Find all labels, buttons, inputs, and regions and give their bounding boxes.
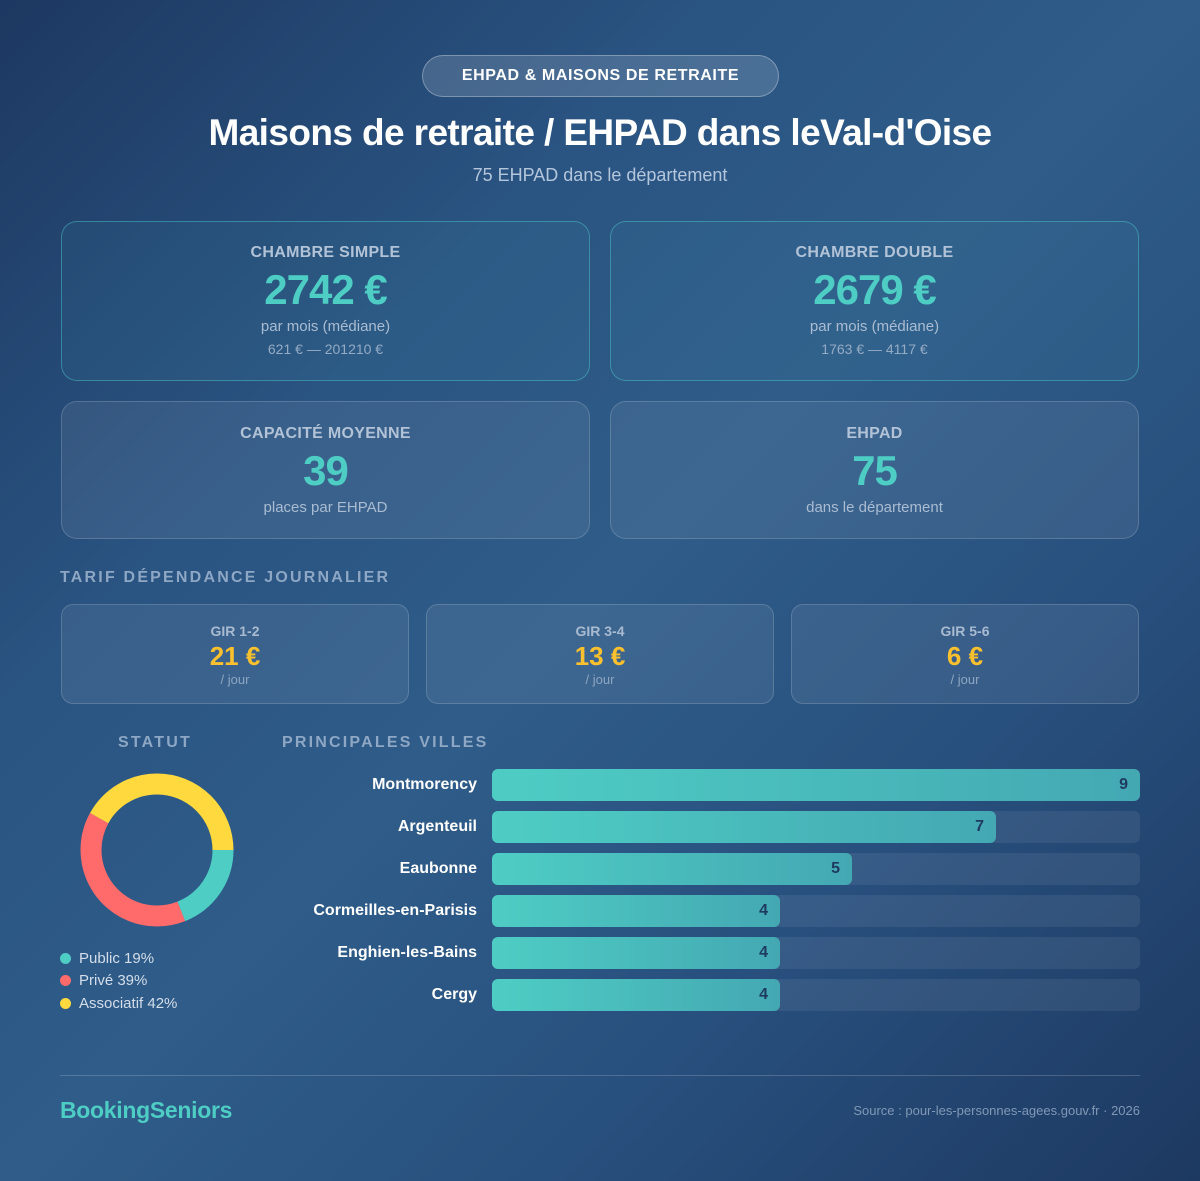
donut-segment-prive [80,773,234,927]
bar-track: 4 [492,979,1140,1011]
section-title-statut: STATUT [118,734,192,751]
bar-track: 4 [492,895,1140,927]
footer-divider [60,1075,1140,1076]
card-capacite-moyenne: CAPACITÉ MOYENNE 39 places par EHPAD [61,401,590,539]
gir-value: 13 € [574,641,626,671]
gir-card-3-4: GIR 3-4 13 € / jour [426,604,774,704]
bar-fill: 4 [492,895,780,927]
gir-card-5-6: GIR 5-6 6 € / jour [791,604,1139,704]
legend-item-prive: Privé 39% [60,970,177,993]
statut-legend: Public 19% Privé 39% Associatif 42% [60,947,177,1015]
bar-track: 4 [492,937,1140,969]
legend-label: Public 19% [79,949,155,967]
card-chambre-double: CHAMBRE DOUBLE 2679 € par mois (médiane)… [610,221,1139,381]
bar-fill: 4 [492,937,780,969]
bar-label: Montmorency [372,776,477,793]
card-range: 621 € — 201210 € [267,341,384,357]
bar-label: Enghien-les-Bains [337,944,477,961]
card-value: 2679 € [813,266,936,313]
bar-value: 5 [831,860,840,877]
bar-label: Cormeilles-en-Parisis [313,902,477,919]
bar-row: Enghien-les-Bains 4 [282,937,1140,969]
gir-value: 21 € [209,641,261,671]
gir-unit: / jour [585,672,615,687]
legend-item-public: Public 19% [60,947,177,970]
donut-svg [80,773,234,927]
statut-donut-chart [80,773,234,927]
legend-dot-prive [60,975,71,987]
card-label: EHPAD [846,425,903,442]
legend-label: Associatif 42% [79,994,178,1012]
card-range: 1763 € — 4117 € [821,341,928,357]
card-label: CHAMBRE DOUBLE [795,244,954,261]
card-value: 2742 € [264,266,387,313]
bar-value: 4 [759,944,768,961]
legend-dot-associatif [60,997,71,1009]
bar-row: Argenteuil 7 [282,811,1140,843]
bar-row: Cergy 4 [282,979,1140,1011]
card-sub: dans le département [806,499,943,516]
legend-label: Privé 39% [79,972,148,990]
bar-value: 4 [759,986,768,1003]
bar-fill: 7 [492,811,996,843]
card-value: 39 [303,447,349,494]
section-title-dependance: TARIF DÉPENDANCE JOURNALIER [60,569,391,586]
card-label: CHAMBRE SIMPLE [250,244,401,261]
section-title-villes: PRINCIPALES VILLES [282,734,489,751]
bar-fill: 4 [492,979,780,1011]
bar-value: 7 [975,818,984,835]
card-sub: par mois (médiane) [809,318,940,335]
donut-segment-associatif [80,773,234,927]
bar-track: 7 [492,811,1140,843]
gir-unit: / jour [220,672,250,687]
bar-label: Argenteuil [397,818,477,835]
gir-value: 6 € [946,641,984,671]
bar-track: 5 [492,853,1140,885]
card-sub: par mois (médiane) [260,318,391,335]
bar-label: Cergy [431,986,477,1003]
gir-card-1-2: GIR 1-2 21 € / jour [61,604,409,704]
bar-fill: 9 [492,769,1140,801]
bar-track: 9 [492,769,1140,801]
bar-row: Cormeilles-en-Parisis 4 [282,895,1140,927]
page-subtitle: 75 EHPAD dans le département [472,165,728,185]
category-badge: EHPAD & MAISONS DE RETRAITE [422,55,779,97]
bar-value: 9 [1119,776,1128,793]
page-title: Maisons de retraite / EHPAD dans leVal-d… [208,112,992,153]
source-note: Source : pour-les-personnes-agees.gouv.f… [853,1103,1140,1118]
villes-bar-chart: Montmorency 9 Argenteuil 7 Eaubonne 5 Co… [282,769,1140,1021]
card-chambre-simple: CHAMBRE SIMPLE 2742 € par mois (médiane)… [61,221,590,381]
gir-label: GIR 1-2 [210,623,260,639]
brand-logo[interactable]: BookingSeniors [60,1097,233,1123]
legend-dot-public [60,952,71,964]
bar-row: Montmorency 9 [282,769,1140,801]
card-value: 75 [852,447,898,494]
card-label: CAPACITÉ MOYENNE [240,425,411,442]
gir-unit: / jour [950,672,980,687]
bar-label: Eaubonne [399,860,477,877]
card-sub: places par EHPAD [263,499,388,516]
card-ehpad-count: EHPAD 75 dans le département [610,401,1139,539]
bar-fill: 5 [492,853,852,885]
gir-label: GIR 3-4 [575,623,625,639]
bar-row: Eaubonne 5 [282,853,1140,885]
gir-label: GIR 5-6 [940,623,990,639]
legend-item-associatif: Associatif 42% [60,992,177,1015]
bar-value: 4 [759,902,768,919]
